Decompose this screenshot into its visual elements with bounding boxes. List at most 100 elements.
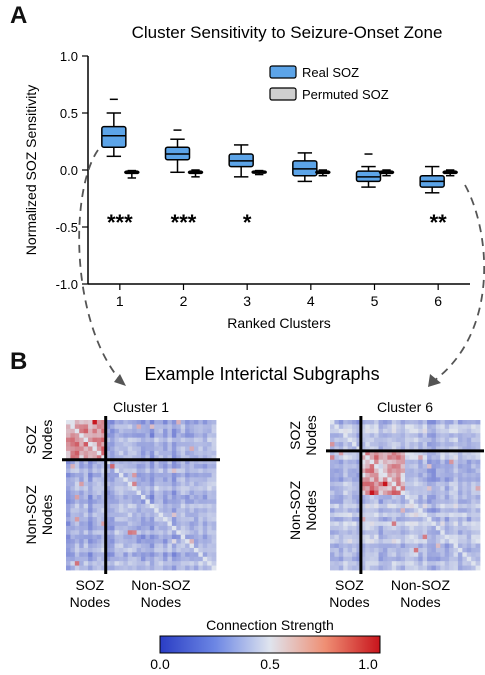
matrix-cell: [405, 521, 410, 527]
matrix-cell: [163, 530, 168, 536]
matrix-cell: [127, 424, 133, 430]
matrix-cell: [360, 495, 366, 500]
matrix-cell: [185, 517, 190, 522]
matrix-cell: [136, 477, 142, 483]
matrix-cell: [207, 437, 212, 443]
matrix-cell: [391, 486, 397, 491]
matrix-cell: [400, 490, 406, 496]
matrix-cell: [158, 455, 164, 461]
matrix-cell: [365, 561, 371, 566]
matrix-cell: [154, 499, 160, 505]
matrix-cell: [444, 565, 450, 571]
matrix-cell: [453, 525, 459, 531]
matrix-cell: [118, 490, 124, 496]
matrix-cell: [338, 547, 344, 553]
matrix-cell: [158, 508, 164, 514]
matrix-cell: [334, 556, 340, 562]
matrix-cell: [189, 521, 195, 527]
matrix-cell: [396, 552, 401, 558]
matrix-cell: [198, 521, 204, 527]
matrix-cell: [374, 424, 379, 430]
matrix-cell: [360, 428, 366, 434]
y-axis-label: Normalized SOZ Sensitivity: [23, 85, 39, 255]
matrix-cell: [123, 424, 129, 430]
matrix-cell: [180, 503, 186, 509]
matrix-cell: [163, 424, 168, 430]
matrix-cell: [466, 450, 472, 456]
matrix-cell: [180, 490, 186, 496]
matrix-cell: [101, 565, 107, 571]
matrix-cell: [382, 539, 388, 544]
row-label: Nodes: [303, 415, 319, 455]
matrix-cell: [338, 556, 344, 562]
matrix-cell: [347, 534, 353, 540]
matrix-cell: [343, 420, 349, 425]
matrix-cell: [118, 552, 124, 558]
matrix-cell: [136, 525, 142, 531]
matrix-cell: [387, 565, 393, 571]
matrix-cell: [387, 459, 393, 465]
matrix-cell: [136, 512, 142, 518]
matrix-cell: [202, 521, 208, 527]
matrix-cell: [387, 525, 393, 531]
matrix-cell: [457, 543, 463, 549]
matrix-cell: [471, 517, 476, 522]
matrix-cell: [378, 495, 384, 500]
matrix-cell: [466, 534, 472, 540]
matrix-cell: [202, 455, 208, 461]
matrix-cell: [127, 450, 133, 456]
matrix-cell: [382, 420, 388, 425]
matrix-cell: [435, 428, 441, 434]
matrix-cell: [132, 459, 137, 465]
matrix-cell: [369, 455, 375, 461]
matrix-cell: [387, 521, 393, 527]
matrix-cell: [453, 521, 459, 527]
matrix-cell: [171, 552, 177, 558]
matrix-cell: [347, 446, 353, 452]
matrix-cell: [374, 468, 379, 474]
matrix-cell: [466, 543, 472, 549]
matrix-cell: [118, 455, 124, 461]
matrix-cell: [360, 464, 366, 469]
matrix-cell: [466, 503, 472, 509]
matrix-cell: [391, 464, 397, 469]
matrix-cell: [74, 424, 80, 430]
matrix-cell: [360, 517, 366, 522]
matrix-cell: [70, 433, 76, 439]
matrix-cell: [92, 499, 98, 505]
matrix-cell: [101, 424, 107, 430]
matrix-cell: [378, 455, 384, 461]
matrix-cell: [396, 472, 401, 478]
matrix-cell: [211, 508, 217, 514]
matrix-cell: [171, 428, 177, 434]
matrix-cell: [330, 503, 335, 509]
matrix-cell: [189, 517, 195, 522]
matrix-cell: [435, 499, 441, 505]
matrix-cell: [211, 525, 217, 531]
matrix-cell: [440, 481, 446, 487]
matrix-cell: [444, 503, 450, 509]
matrix-cell: [475, 525, 481, 531]
matrix-cell: [466, 530, 472, 536]
matrix-cell: [114, 490, 120, 496]
matrix-cell: [440, 534, 446, 540]
matrix-cell: [158, 481, 164, 487]
matrix-cell: [475, 512, 481, 518]
matrix-cell: [185, 543, 190, 549]
matrix-cell: [444, 468, 450, 474]
matrix-cell: [449, 565, 454, 571]
matrix-cell: [427, 534, 432, 540]
matrix-cell: [185, 446, 190, 452]
matrix-cell: [79, 539, 85, 544]
matrix-cell: [427, 481, 432, 487]
matrix-cell: [343, 547, 349, 553]
matrix-cell: [118, 525, 124, 531]
matrix-cell: [96, 481, 102, 487]
matrix-cell: [409, 442, 415, 447]
matrix-cell: [360, 486, 366, 491]
matrix-cell: [211, 521, 217, 527]
matrix-cell: [471, 468, 476, 474]
matrix-cell: [207, 450, 212, 456]
matrix-cell: [400, 499, 406, 505]
matrix-cell: [180, 539, 186, 544]
